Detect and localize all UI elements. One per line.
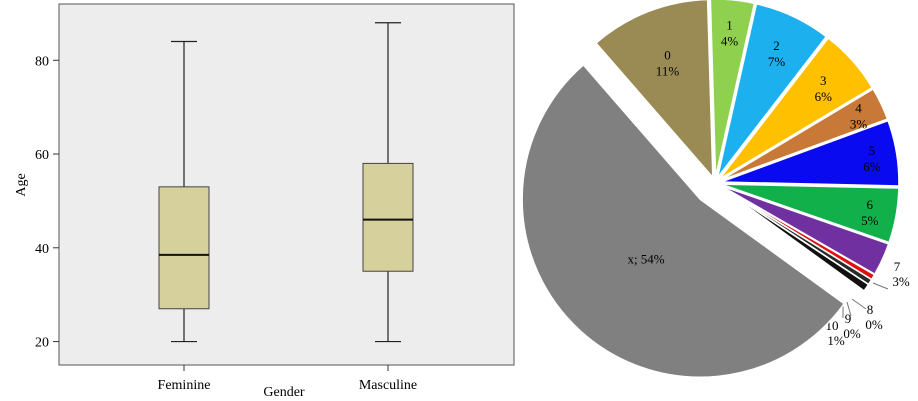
slice-percent: 11% [656,63,680,78]
slice-percent: 4% [721,34,739,49]
slice-label: 7 [894,259,901,274]
y-axis-ticks: 20 40 60 80 [35,54,59,351]
slice-percent: 6% [863,159,881,174]
y-axis-label: Age [14,173,29,196]
y-tick-label: 40 [35,242,49,257]
slice-label: 1 [726,18,733,33]
leader-line [851,298,867,310]
x-axis-label: Gender [263,385,305,400]
pie-slice-x: x; 54% [521,63,846,378]
plot-area [58,3,515,366]
pie-slice-2: 27% [716,2,828,179]
pie-chart-panel: 011%14% 27%36%43%56%65%73%80%90%101%x; 54… [521,0,910,378]
slice-label: 6 [867,197,874,212]
y-tick-label: 20 [35,336,49,351]
y-tick-label: 60 [35,148,49,163]
slice-percent: 7% [768,54,786,69]
slice-wedge [709,0,756,178]
y-tick-label: 80 [35,54,49,69]
slice-label: 3 [820,73,827,88]
pie-slice-3: 36% [718,37,874,180]
slice-wedge [720,183,900,244]
pie-slice-5: 56% [720,119,900,187]
pie-slice-1: 14% [709,0,756,178]
leader-line [846,301,852,317]
slice-wedge [720,119,900,187]
slice-label: 9 [845,311,852,326]
pie-slice-6: 65% [720,183,900,244]
x-tick-label: Masculine [359,378,417,393]
slice-label: 2 [773,38,780,53]
slice-wedge [720,87,889,182]
slice-percent: 3% [892,274,910,289]
slice-label: 4 [855,100,862,115]
slice-label: 0 [664,47,671,62]
slice-label: 5 [869,143,876,158]
slice-label: 8 [867,302,874,317]
slice-wedge [594,0,714,180]
iqr-box [158,186,210,310]
box-plot-panel: 20 40 60 80 Feminine Masculine Age Gender [14,3,515,400]
pie-slice-4: 43% [720,87,889,182]
pie-slice-0: 011% [594,0,714,180]
iqr-box [362,162,414,272]
slice-wedge [521,63,846,378]
boxes: Feminine Masculine [158,22,417,393]
slice-percent: 3% [850,116,868,131]
slice-percent: 0% [843,326,861,341]
box-feminine: Feminine [158,40,211,393]
x-tick-label: Feminine [158,378,211,393]
slice-wedge [719,185,870,292]
slice-label: x; 54% [627,251,664,266]
slice-percent: 0% [865,317,883,332]
slice-percent: 1% [827,333,845,348]
slice-percent: 5% [861,213,879,228]
box-masculine: Masculine [359,22,417,393]
slice-percent: 6% [815,89,833,104]
slice-wedge [716,2,828,179]
leader-line [872,282,889,290]
pie-slice-10: 101% [719,185,870,348]
slice-wedge [718,37,874,180]
